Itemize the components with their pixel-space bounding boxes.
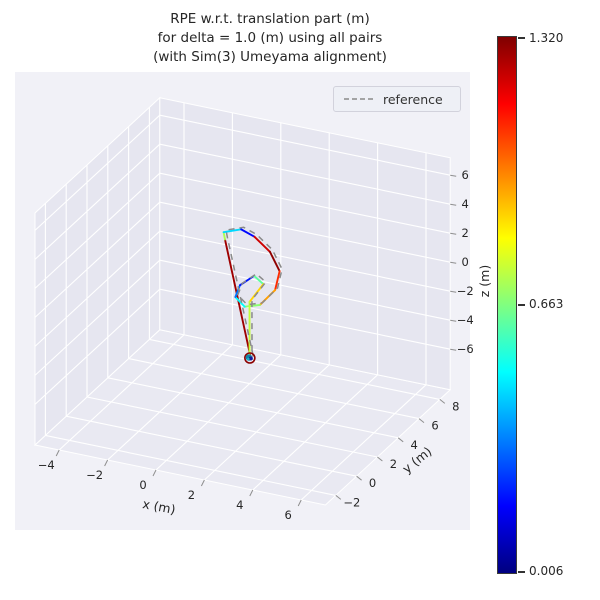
svg-text:6: 6 bbox=[285, 508, 292, 522]
svg-text:−2: −2 bbox=[457, 284, 474, 298]
colorbar-tick-max bbox=[518, 37, 525, 39]
colorbar-tick-mid bbox=[518, 304, 525, 306]
legend-reference: reference bbox=[333, 86, 461, 112]
svg-text:6: 6 bbox=[462, 168, 469, 182]
colorbar bbox=[497, 36, 517, 574]
svg-text:−6: −6 bbox=[457, 342, 474, 356]
svg-text:0: 0 bbox=[139, 478, 146, 492]
svg-text:−2: −2 bbox=[86, 468, 103, 482]
start-point-cluster bbox=[244, 352, 256, 364]
colorbar-label-mid: 0.663 bbox=[529, 297, 564, 311]
legend-label: reference bbox=[383, 91, 443, 107]
svg-text:−2: −2 bbox=[343, 495, 360, 509]
colorbar-tick-min bbox=[518, 571, 525, 573]
svg-text:2: 2 bbox=[188, 488, 195, 502]
svg-text:z (m): z (m) bbox=[477, 265, 492, 297]
chart-title: RPE w.r.t. translation part (m) for delt… bbox=[15, 10, 525, 67]
svg-text:0: 0 bbox=[369, 476, 376, 490]
svg-text:2: 2 bbox=[390, 457, 397, 471]
title-line-1: RPE w.r.t. translation part (m) bbox=[170, 11, 370, 27]
svg-text:−4: −4 bbox=[38, 458, 55, 472]
svg-text:−4: −4 bbox=[457, 313, 474, 327]
colorbar-label-min: 0.006 bbox=[529, 564, 564, 578]
svg-text:x (m): x (m) bbox=[141, 496, 177, 517]
svg-text:4: 4 bbox=[411, 438, 418, 452]
svg-text:4: 4 bbox=[236, 498, 243, 512]
colorbar-label-max: 1.320 bbox=[529, 31, 564, 45]
dashed-line-icon bbox=[344, 98, 374, 100]
svg-text:4: 4 bbox=[462, 197, 469, 211]
svg-text:6: 6 bbox=[431, 419, 438, 433]
axes-panes bbox=[33, 96, 452, 506]
title-line-2: for delta = 1.0 (m) using all pairs bbox=[157, 30, 383, 46]
tick-marks bbox=[55, 174, 457, 507]
svg-text:2: 2 bbox=[462, 226, 469, 240]
svg-text:0: 0 bbox=[462, 255, 469, 269]
svg-text:8: 8 bbox=[452, 399, 459, 413]
trajectory-line bbox=[222, 228, 281, 360]
grid-lines bbox=[34, 102, 451, 501]
reference-line bbox=[225, 226, 283, 357]
title-line-3: (with Sim(3) Umeyama alignment) bbox=[153, 49, 387, 65]
